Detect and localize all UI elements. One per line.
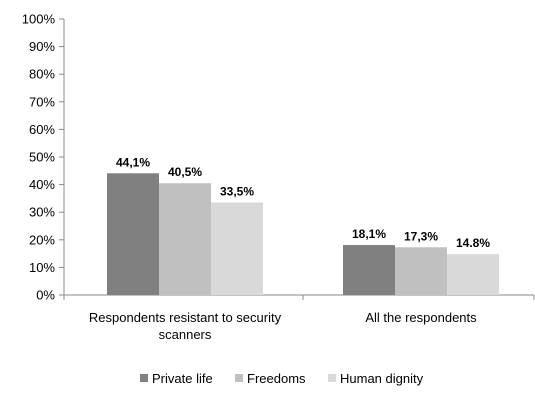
data-label: 40,5% (168, 165, 202, 179)
bar (395, 247, 447, 295)
bars (107, 173, 499, 295)
y-tick-label: 60% (29, 122, 55, 137)
y-tick-label: 90% (29, 39, 55, 54)
y-tick-label: 0% (36, 288, 55, 303)
x-category-label: Respondents resistant to security (89, 310, 282, 325)
x-category-label: All the respondents (365, 310, 477, 325)
data-label: 14.8% (456, 236, 490, 250)
legend-label: Freedoms (247, 371, 306, 386)
y-tick-label: 40% (29, 177, 55, 192)
legend-swatch (235, 374, 243, 382)
y-tick-label: 100% (22, 12, 56, 27)
data-label: 17,3% (404, 229, 438, 243)
bar (447, 254, 499, 295)
x-category-label: scanners (159, 327, 212, 342)
bar (211, 202, 263, 295)
data-label: 33,5% (220, 185, 254, 199)
bar (159, 183, 211, 295)
y-tick-label: 70% (29, 94, 55, 109)
data-label: 18,1% (352, 227, 386, 241)
y-tick-label: 10% (29, 260, 55, 275)
legend-label: Human dignity (340, 371, 424, 386)
legend-label: Private life (152, 371, 213, 386)
legend-swatch (328, 374, 336, 382)
axes: 0% 10% 20% 30% 40% 50% 60% 70% 80% 90% 100% Respond… (22, 12, 535, 342)
data-labels: 44,1% 40,5% 33,5% 18,1% 17,3% 14.8% (116, 155, 490, 250)
legend-swatch (140, 374, 148, 382)
legend: Private life Freedoms Human dignity (140, 371, 424, 386)
y-tick-label: 80% (29, 67, 55, 82)
bar (343, 245, 395, 295)
bar (107, 173, 159, 295)
y-tick-label: 20% (29, 232, 55, 247)
y-tick-label: 50% (29, 150, 55, 165)
data-label: 44,1% (116, 155, 150, 169)
y-tick-label: 30% (29, 205, 55, 220)
